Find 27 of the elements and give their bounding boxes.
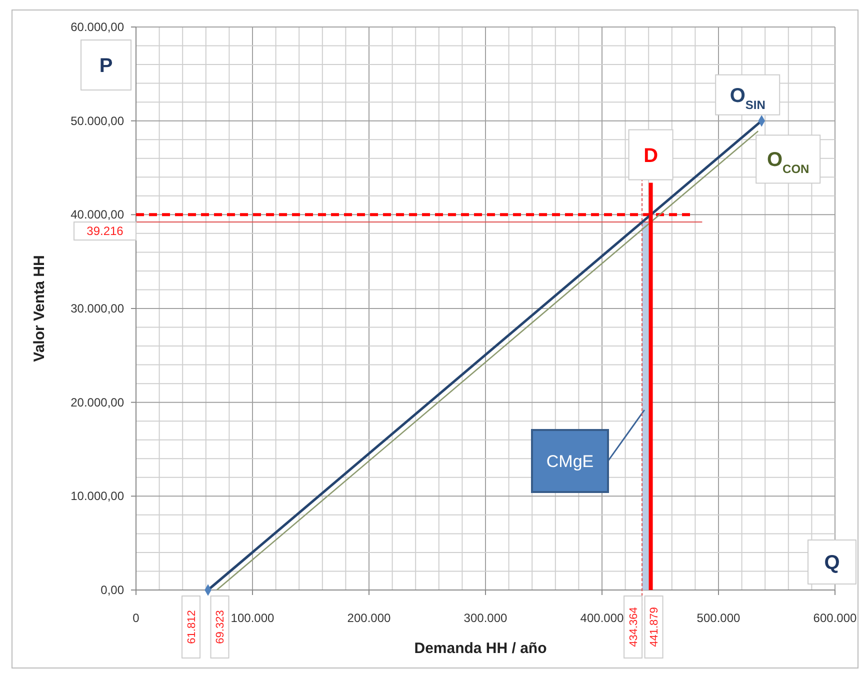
y-tick-label: 30.000,00 — [70, 302, 124, 316]
x-tick-label: 200.000 — [347, 611, 392, 625]
y-axis-title: Valor Venta HH — [31, 255, 48, 362]
band-label: CMgE — [546, 452, 594, 471]
y-tick-label: 10.000,00 — [70, 489, 124, 504]
ref-line-label: 434.364 — [628, 607, 640, 647]
series-label: O$_{SIN}$ — [730, 84, 766, 112]
x-tick-label: 0 — [132, 611, 140, 625]
y-tick-label: 60.000,00 — [70, 20, 124, 34]
ref-line-label: 39.216 — [86, 224, 124, 238]
annotation: 69.323 — [214, 610, 227, 644]
series-label: D — [644, 144, 658, 167]
x-tick-label: 400.000 — [580, 611, 624, 625]
x-tick-label: 100.000 — [230, 611, 275, 625]
x-axis-title: Demanda HH / año — [414, 640, 547, 657]
annotation: 441.879 — [648, 607, 661, 647]
y-tick-label: 50.000,00 — [70, 114, 124, 128]
annotation: 61.812 — [186, 610, 198, 644]
annotation: Q — [824, 552, 840, 574]
x-tick-label: 500.000 — [696, 611, 741, 625]
x-tick-label: 300.000 — [464, 611, 508, 625]
series-label: O$_{CON}$ — [766, 149, 810, 176]
x-tick-label: 600.000 — [813, 611, 858, 625]
text: P — [99, 55, 113, 77]
y-tick-label: 20.000,00 — [70, 395, 124, 410]
y-tick-label: 0,00 — [100, 583, 124, 597]
y-tick-label: 40.000,00 — [70, 208, 124, 222]
